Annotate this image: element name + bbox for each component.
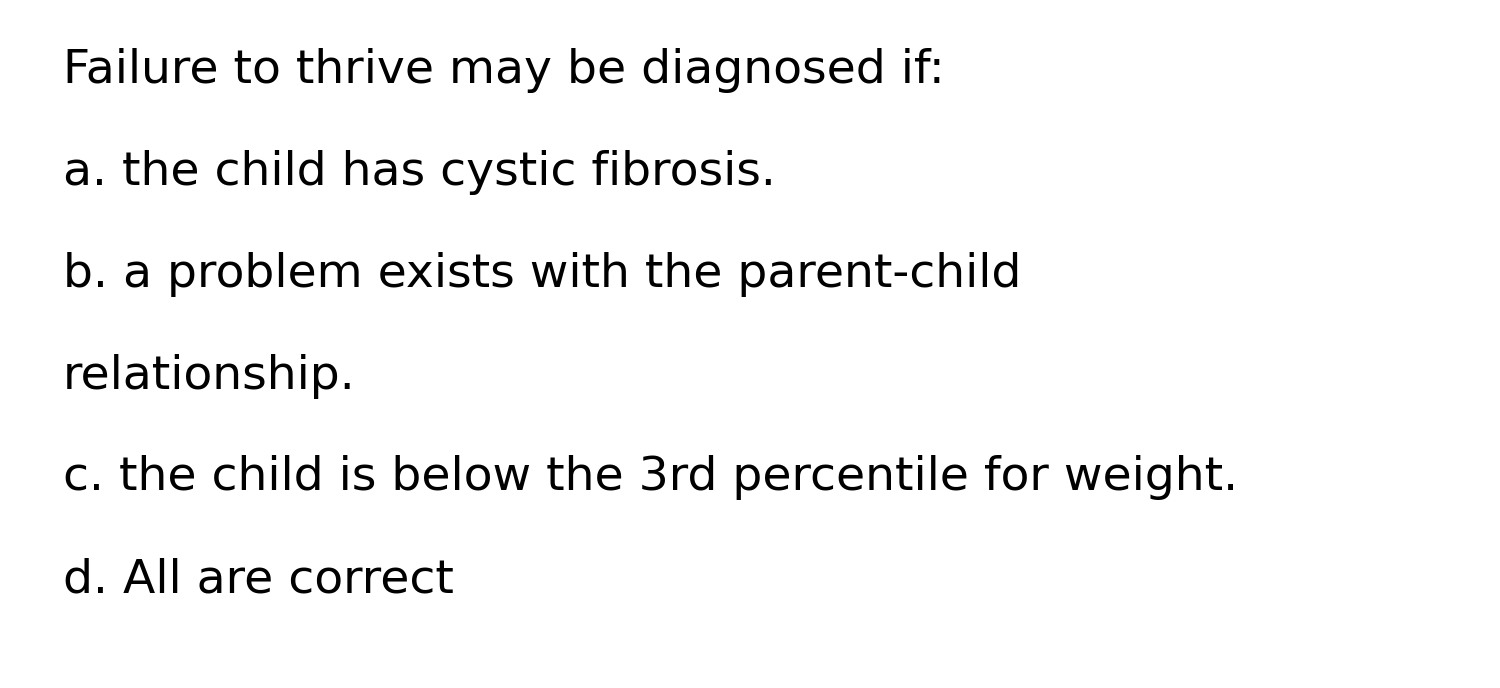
Text: d. All are correct: d. All are correct	[63, 557, 454, 602]
Text: c. the child is below the 3rd percentile for weight.: c. the child is below the 3rd percentile…	[63, 455, 1237, 500]
Text: b. a problem exists with the parent-child: b. a problem exists with the parent-chil…	[63, 252, 1022, 297]
Text: a. the child has cystic fibrosis.: a. the child has cystic fibrosis.	[63, 150, 776, 195]
Text: relationship.: relationship.	[63, 354, 355, 398]
Text: Failure to thrive may be diagnosed if:: Failure to thrive may be diagnosed if:	[63, 48, 945, 93]
